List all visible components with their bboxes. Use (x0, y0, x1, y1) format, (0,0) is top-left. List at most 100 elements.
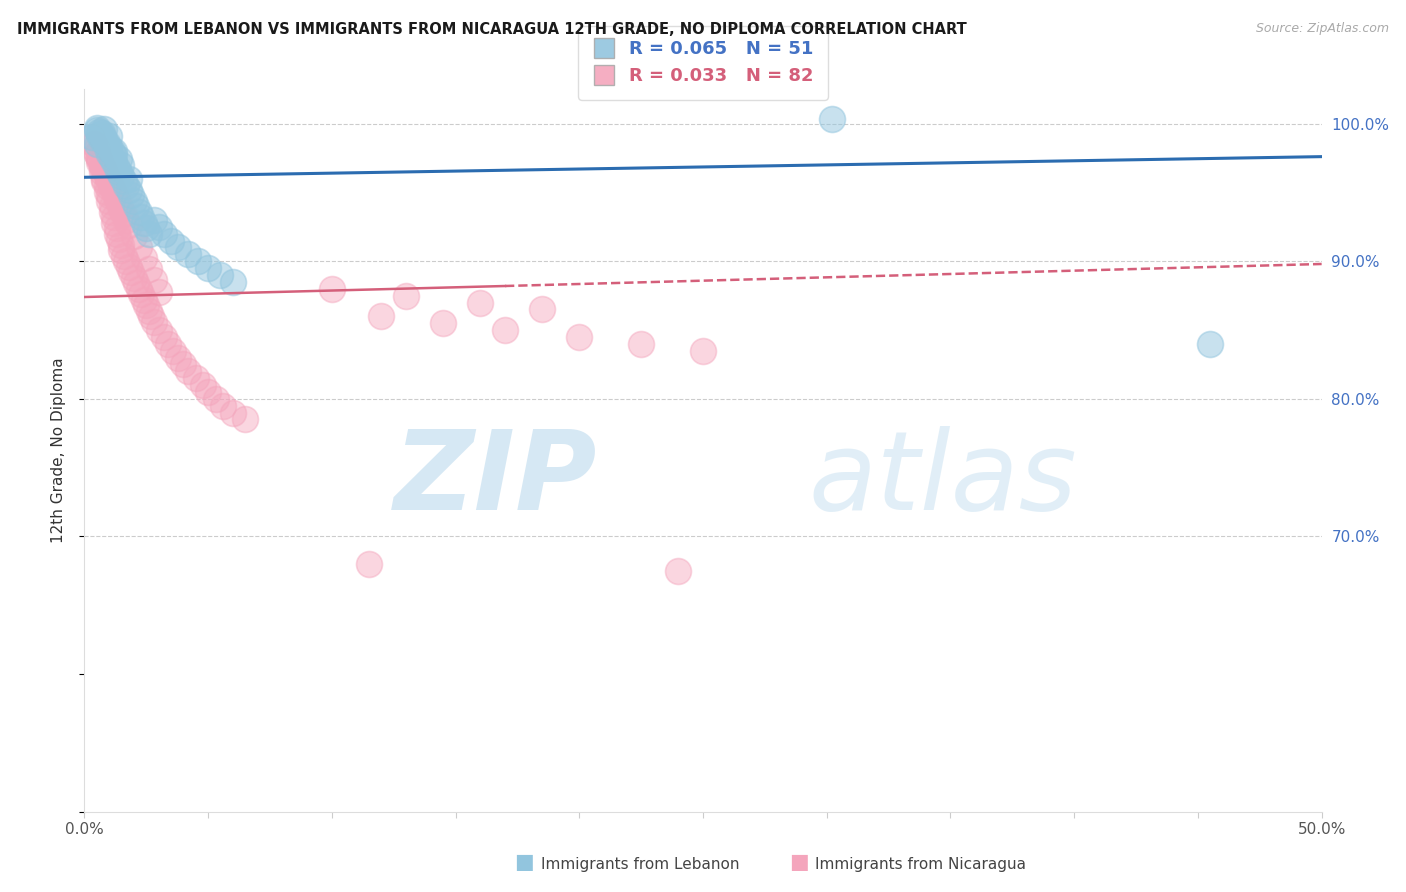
Point (138, 303, 160, 318)
Text: Immigrants from Lebanon: Immigrants from Lebanon (541, 857, 740, 872)
Point (122, 270, 145, 285)
Point (89, 153, 111, 167)
Point (197, 384, 219, 399)
Point (141, 310, 163, 324)
Point (103, 144, 125, 158)
Point (152, 330, 174, 344)
Point (98, 140, 121, 154)
Point (115, 213, 138, 227)
Point (105, 161, 128, 175)
Point (93, 174, 115, 188)
Point (100, 199, 122, 213)
Text: ZIP: ZIP (394, 425, 598, 533)
Point (222, 275, 245, 289)
Point (90, 126, 112, 140)
Point (167, 351, 190, 365)
Point (197, 261, 219, 276)
Point (110, 244, 132, 258)
Point (128, 240, 150, 254)
Point (100, 144, 122, 158)
Point (86, 123, 108, 137)
Point (89, 128, 111, 142)
Point (103, 186, 125, 200)
Point (103, 216, 125, 230)
Point (432, 316, 454, 330)
Point (108, 165, 131, 179)
Point (112, 174, 135, 188)
Point (89, 155, 111, 169)
Point (125, 277, 148, 291)
Point (118, 171, 141, 186)
Point (148, 285, 170, 299)
Point (321, 282, 343, 296)
Point (80, 130, 103, 145)
Point (142, 273, 165, 287)
Point (108, 196, 131, 211)
Point (568, 330, 591, 344)
Point (187, 254, 209, 268)
Text: IMMIGRANTS FROM LEBANON VS IMMIGRANTS FROM NICARAGUA 12TH GRADE, NO DIPLOMA CORR: IMMIGRANTS FROM LEBANON VS IMMIGRANTS FR… (17, 22, 966, 37)
Point (142, 213, 165, 227)
Point (132, 293, 155, 307)
Text: ■: ■ (515, 853, 534, 872)
Point (122, 194, 145, 208)
Point (110, 237, 132, 252)
Text: ■: ■ (789, 853, 808, 872)
Text: atlas: atlas (808, 425, 1077, 533)
Text: Source: ZipAtlas.com: Source: ZipAtlas.com (1256, 22, 1389, 36)
Point (98, 147, 121, 161)
Point (138, 262, 160, 277)
Point (110, 169, 132, 183)
Point (86, 120, 108, 135)
Point (103, 148, 125, 162)
Point (148, 219, 170, 234)
Point (96, 136, 118, 150)
Point (118, 183, 141, 197)
Point (90, 165, 112, 179)
Point (98, 174, 121, 188)
Point (93, 171, 115, 186)
Point (184, 371, 207, 385)
Point (105, 221, 128, 235)
Point (395, 288, 418, 302)
Point (162, 343, 184, 358)
Point (80, 130, 103, 145)
Point (105, 191, 128, 205)
Point (96, 186, 118, 200)
Point (132, 216, 155, 230)
Point (112, 249, 135, 263)
Point (100, 151, 122, 165)
Point (1199, 336, 1222, 351)
Point (142, 315, 165, 329)
Point (98, 188, 121, 202)
Point (100, 180, 122, 194)
Point (138, 227, 160, 241)
Point (86, 147, 108, 161)
Point (96, 141, 118, 155)
Point (105, 227, 128, 241)
Point (212, 399, 235, 413)
Point (100, 204, 122, 219)
Point (204, 392, 226, 406)
Point (125, 199, 148, 213)
Point (96, 178, 118, 193)
Point (531, 302, 554, 317)
Point (129, 210, 152, 224)
Point (692, 343, 714, 358)
Point (93, 122, 115, 136)
Point (89, 151, 111, 165)
Point (167, 240, 190, 254)
Point (128, 282, 150, 296)
Point (103, 210, 125, 224)
Point (494, 323, 516, 337)
Point (357, 557, 380, 571)
Point (110, 158, 132, 172)
Point (120, 188, 142, 202)
Point (821, 112, 844, 127)
Point (98, 194, 121, 208)
Point (370, 310, 392, 324)
Point (630, 336, 652, 351)
Point (128, 204, 150, 219)
Point (90, 161, 112, 175)
Y-axis label: 12th Grade, No Diploma: 12th Grade, No Diploma (51, 358, 66, 543)
